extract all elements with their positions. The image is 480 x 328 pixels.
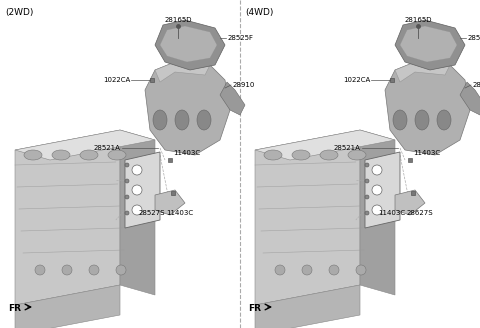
Text: 28525F: 28525F xyxy=(228,35,254,41)
Polygon shape xyxy=(120,130,155,295)
Text: 11403C: 11403C xyxy=(173,150,200,156)
Circle shape xyxy=(89,265,99,275)
Polygon shape xyxy=(155,190,185,215)
Ellipse shape xyxy=(393,110,407,130)
Ellipse shape xyxy=(153,110,167,130)
Circle shape xyxy=(356,265,366,275)
Polygon shape xyxy=(395,60,450,82)
Text: 11403C: 11403C xyxy=(378,210,406,216)
Text: 28525A: 28525A xyxy=(468,35,480,41)
Polygon shape xyxy=(155,60,210,82)
Circle shape xyxy=(302,265,312,275)
Polygon shape xyxy=(460,82,480,115)
Polygon shape xyxy=(400,26,457,62)
Circle shape xyxy=(35,265,45,275)
Ellipse shape xyxy=(437,110,451,130)
Circle shape xyxy=(372,205,382,215)
Polygon shape xyxy=(15,285,120,328)
Text: 1022CA: 1022CA xyxy=(343,77,370,83)
Circle shape xyxy=(132,165,142,175)
Polygon shape xyxy=(220,82,245,115)
Polygon shape xyxy=(155,20,225,70)
Polygon shape xyxy=(385,60,470,155)
Polygon shape xyxy=(255,285,360,328)
Circle shape xyxy=(62,265,72,275)
Circle shape xyxy=(275,265,285,275)
Text: 28165D: 28165D xyxy=(164,17,192,23)
Polygon shape xyxy=(255,130,360,305)
Ellipse shape xyxy=(197,110,211,130)
Text: (2WD): (2WD) xyxy=(5,8,34,17)
Text: FR: FR xyxy=(248,304,261,313)
Text: 28521A: 28521A xyxy=(93,145,120,151)
Circle shape xyxy=(125,179,129,183)
Circle shape xyxy=(372,165,382,175)
Polygon shape xyxy=(365,152,400,228)
Circle shape xyxy=(116,265,126,275)
Ellipse shape xyxy=(348,150,366,160)
Polygon shape xyxy=(125,152,160,228)
Polygon shape xyxy=(15,130,120,305)
Ellipse shape xyxy=(108,150,126,160)
Circle shape xyxy=(132,205,142,215)
Text: 28910: 28910 xyxy=(473,82,480,88)
Text: 28627S: 28627S xyxy=(407,210,433,216)
Polygon shape xyxy=(395,190,425,215)
Circle shape xyxy=(365,163,369,167)
Text: FR: FR xyxy=(8,304,21,313)
Text: 28165D: 28165D xyxy=(404,17,432,23)
Circle shape xyxy=(365,211,369,215)
Circle shape xyxy=(132,185,142,195)
Polygon shape xyxy=(395,20,465,70)
Text: 1022CA: 1022CA xyxy=(103,77,130,83)
Ellipse shape xyxy=(320,150,338,160)
Circle shape xyxy=(125,195,129,199)
Circle shape xyxy=(365,195,369,199)
Polygon shape xyxy=(360,130,395,295)
Text: 28527S: 28527S xyxy=(139,210,165,216)
Polygon shape xyxy=(160,26,217,62)
Circle shape xyxy=(329,265,339,275)
Circle shape xyxy=(365,179,369,183)
Text: 28910: 28910 xyxy=(233,82,255,88)
Ellipse shape xyxy=(175,110,189,130)
Ellipse shape xyxy=(292,150,310,160)
Circle shape xyxy=(125,163,129,167)
Polygon shape xyxy=(255,130,395,160)
Ellipse shape xyxy=(52,150,70,160)
Polygon shape xyxy=(15,130,155,160)
Text: (4WD): (4WD) xyxy=(245,8,274,17)
Ellipse shape xyxy=(80,150,98,160)
Polygon shape xyxy=(145,60,230,155)
Ellipse shape xyxy=(264,150,282,160)
Ellipse shape xyxy=(415,110,429,130)
Text: 11403C: 11403C xyxy=(167,210,193,216)
Circle shape xyxy=(372,185,382,195)
Text: 11403C: 11403C xyxy=(413,150,440,156)
Text: 28521A: 28521A xyxy=(333,145,360,151)
Ellipse shape xyxy=(24,150,42,160)
Circle shape xyxy=(125,211,129,215)
